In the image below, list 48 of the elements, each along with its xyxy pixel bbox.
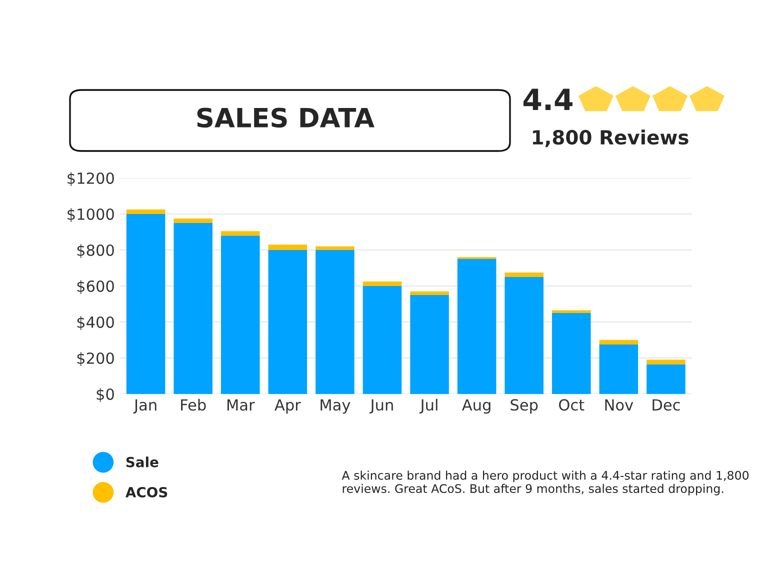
x-tick-label: Jul <box>420 398 438 414</box>
text: 4.4 <box>523 88 572 110</box>
bar <box>362 286 402 394</box>
y-tick-label: $0 <box>96 388 114 402</box>
bar <box>599 340 638 344</box>
bar <box>362 281 402 286</box>
bar <box>126 214 166 394</box>
y-tick-label: $200 <box>77 352 114 366</box>
bar <box>316 246 354 250</box>
bar <box>504 276 544 394</box>
bar <box>268 244 308 250</box>
x-tick-label: Sep <box>510 399 538 414</box>
y-tick-label: $1000 <box>68 208 114 222</box>
bar <box>268 250 308 394</box>
x-tick-label: May <box>320 399 350 414</box>
bar <box>646 360 686 364</box>
bar <box>552 310 591 313</box>
x-tick-label: Jan <box>133 399 156 414</box>
text: A skincare brand had a hero product with a 4.4-star rating and 1,800 reviews. Great ACoS. But after 9 months, sales started dropping. <box>342 470 749 496</box>
x-tick-label: Apr <box>274 399 301 414</box>
bar <box>410 294 449 394</box>
bar <box>316 250 354 394</box>
x-tick-label: Mar <box>227 399 255 411</box>
text: 1,800 Reviews <box>532 130 688 148</box>
bar <box>174 218 212 223</box>
y-tick-label: $800 <box>77 244 114 258</box>
bar <box>221 231 260 236</box>
x-tick-label: Nov <box>605 399 634 411</box>
bar <box>599 344 638 394</box>
bar <box>410 291 449 295</box>
bar <box>646 364 686 394</box>
y-tick-label: $400 <box>77 316 114 330</box>
bar <box>504 272 544 277</box>
x-tick-label: Oct <box>559 399 584 411</box>
y-tick-label: $600 <box>77 280 114 294</box>
x-tick-label: Jun <box>370 399 393 414</box>
bar <box>552 312 591 394</box>
legend-label: Sale <box>126 456 158 468</box>
bar <box>126 209 166 214</box>
legend-label: ACOS <box>125 486 168 498</box>
x-tick-label: Feb <box>181 398 206 411</box>
chart-title: SALES DATA <box>197 108 374 128</box>
bar <box>221 236 260 394</box>
bar <box>174 222 212 394</box>
x-tick-label: Aug <box>462 399 490 414</box>
x-tick-label: Dec <box>652 399 680 411</box>
y-tick-label: $1200 <box>68 172 114 186</box>
bar <box>457 258 496 394</box>
